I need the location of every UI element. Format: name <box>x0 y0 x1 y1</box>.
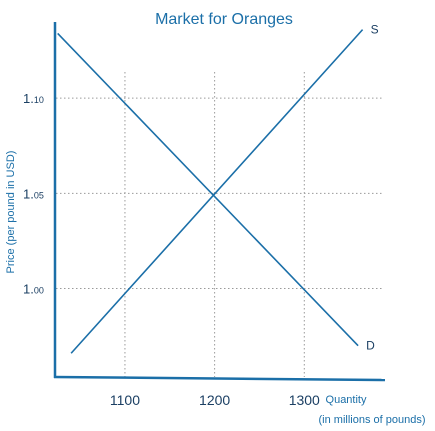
series-line-S <box>70 29 364 354</box>
y-axis-label: Price (per pound in USD) <box>5 151 17 274</box>
tick-labels: 1100 1200 1300 1.10 1.05 1.00 <box>23 91 320 408</box>
series-lines: SD <box>57 23 379 354</box>
y-tick-label-1.10: 1.10 <box>23 91 44 106</box>
x-axis <box>53 375 386 382</box>
axes <box>53 22 386 382</box>
x-tick-label-1100: 1100 <box>110 392 140 408</box>
y-tick-label-1.05: 1.05 <box>23 186 44 201</box>
x-tick-label-1200: 1200 <box>199 392 230 408</box>
chart-title: Market for Oranges <box>155 11 293 28</box>
series-line-D <box>57 32 359 347</box>
x-axis-label-line2: (in millions of pounds) <box>319 414 426 426</box>
x-tick-label-1300: 1300 <box>289 392 320 408</box>
y-tick-label-1.00: 1.00 <box>23 282 44 297</box>
series-label-S: S <box>371 23 379 37</box>
x-axis-label-line1: Quantity <box>326 394 367 406</box>
grid-lines <box>56 72 383 377</box>
series-label-D: D <box>366 339 375 353</box>
